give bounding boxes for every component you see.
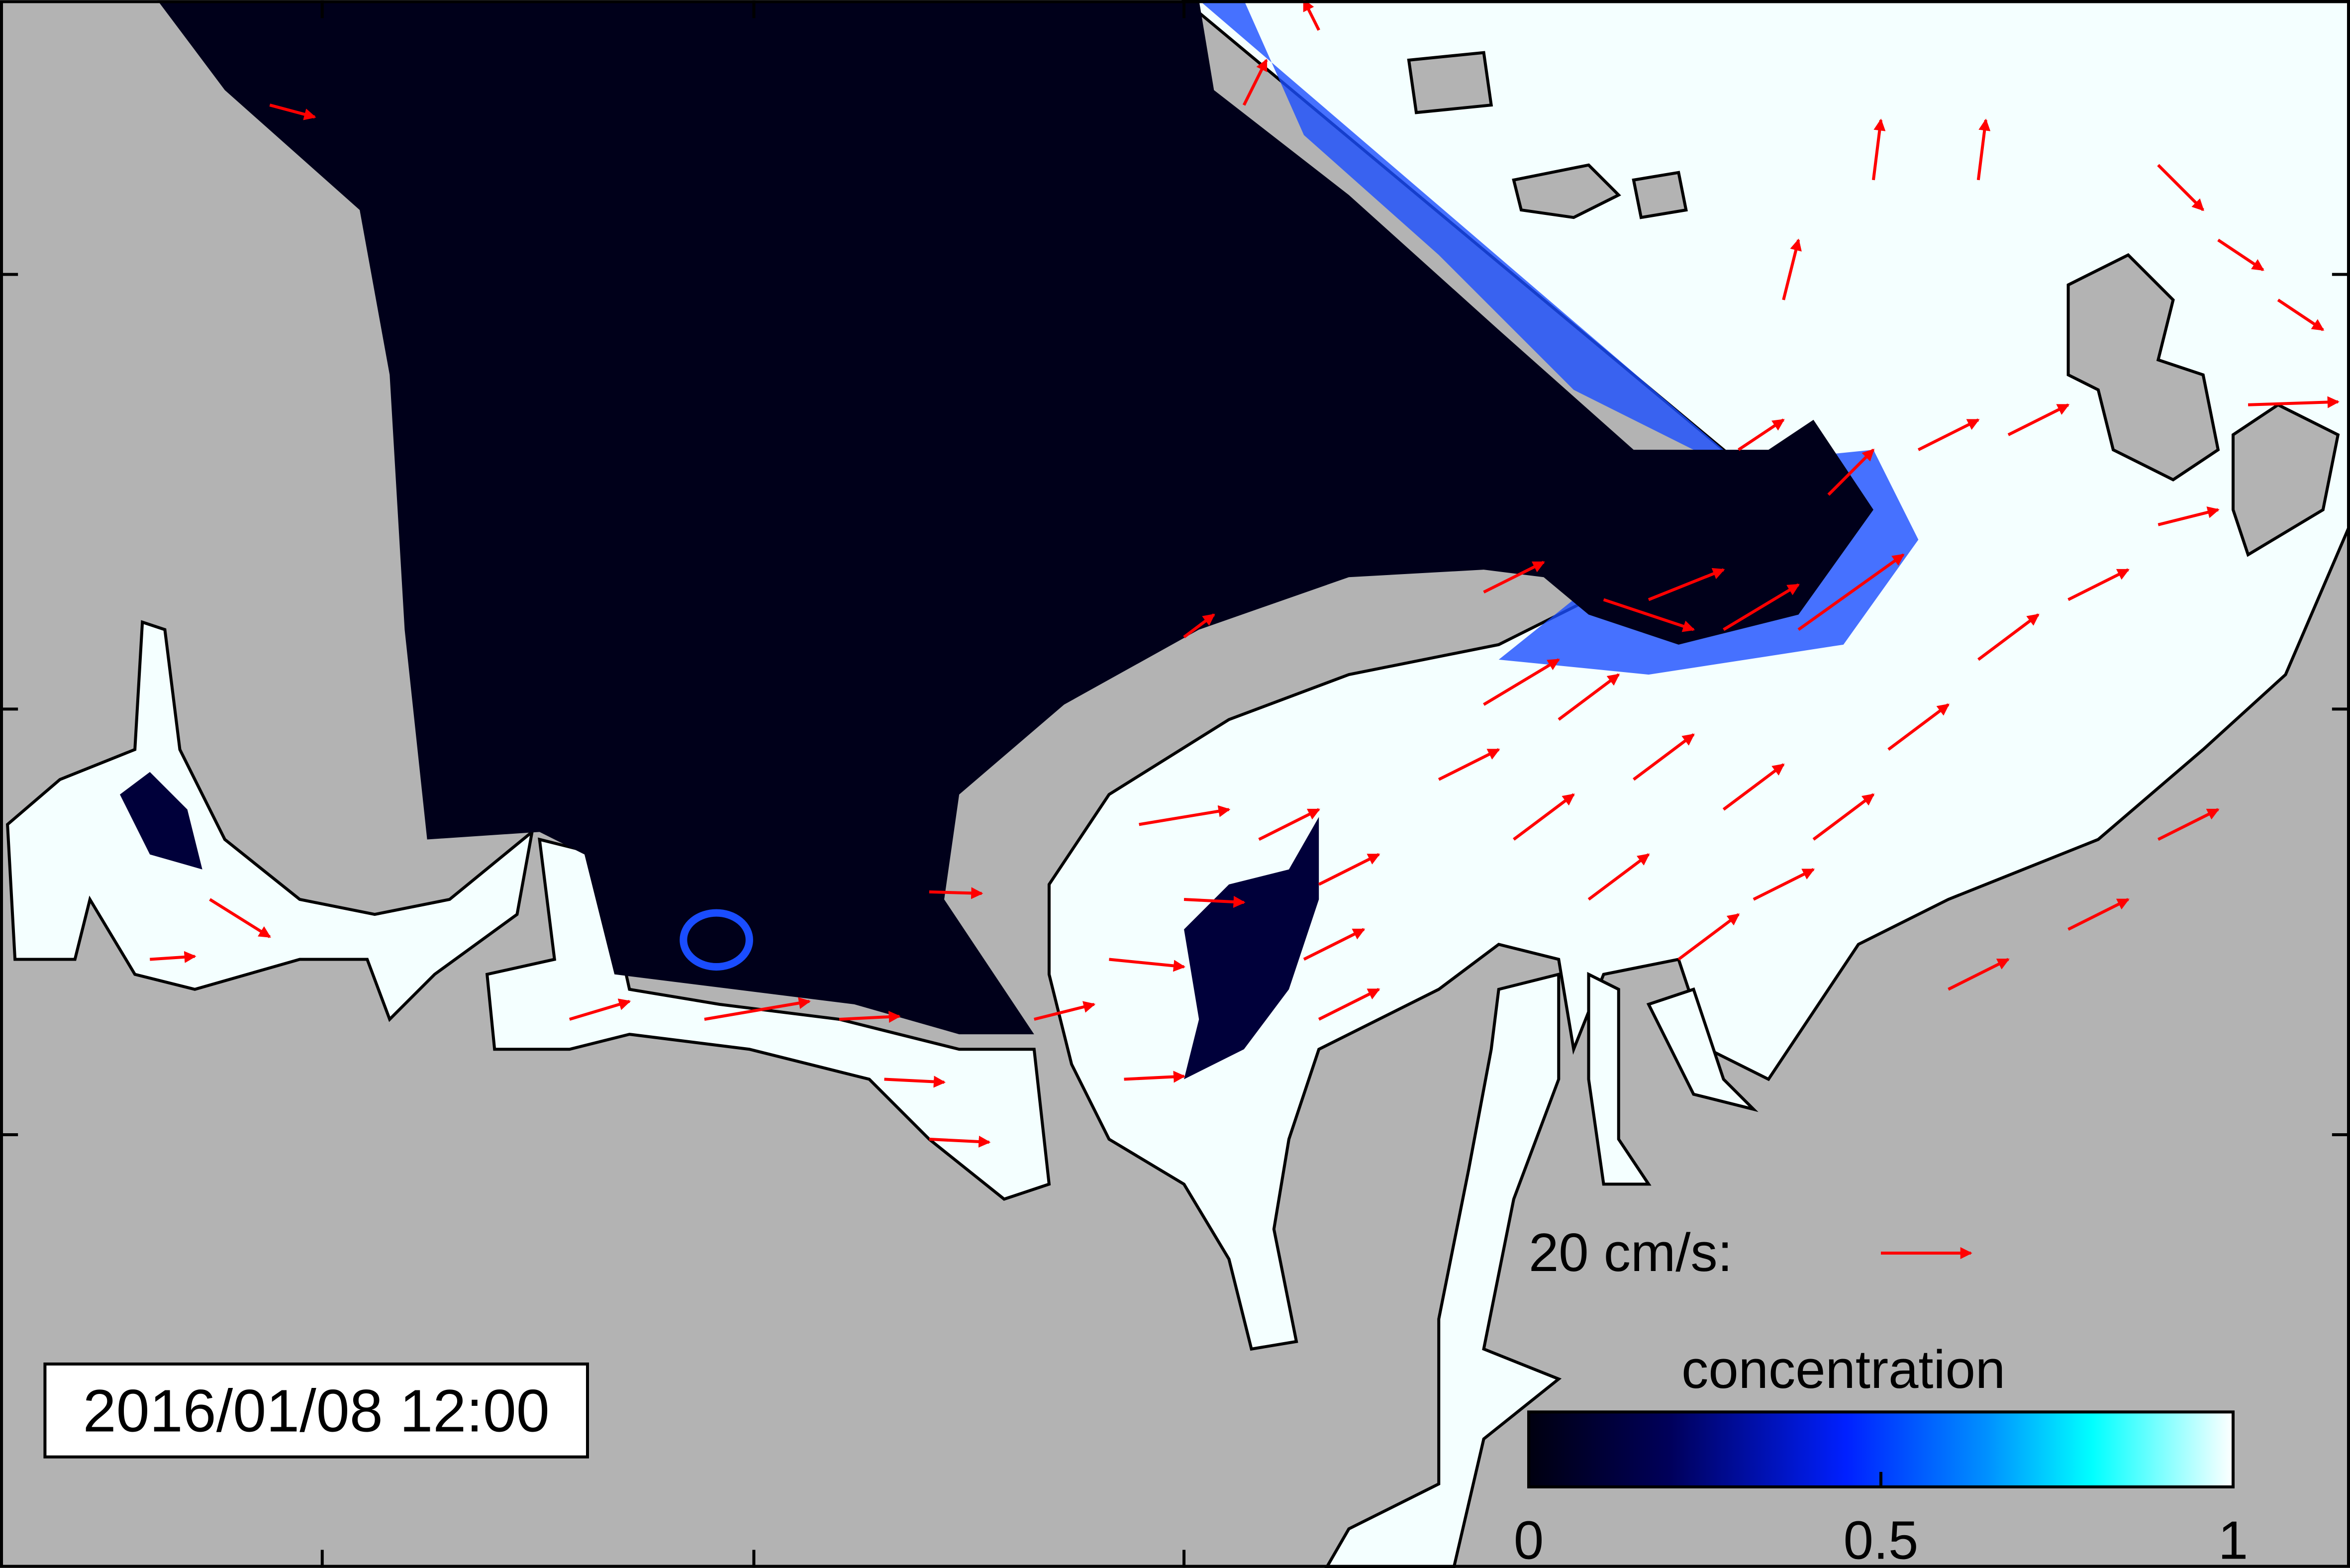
- velocity-arrow: [884, 1076, 946, 1088]
- velocity-arrow: [1587, 853, 1650, 901]
- colorbar-tick-label: 1: [2218, 1510, 2248, 1568]
- island: [1407, 51, 1688, 219]
- velocity-arrow: [1242, 59, 1268, 106]
- velocity-arrow: [2067, 568, 2130, 601]
- velocity-arrow: [1917, 418, 1980, 451]
- inlet: [1587, 972, 1759, 1186]
- velocity-arrow: [1483, 658, 1560, 706]
- velocity-arrow: [1948, 958, 2010, 991]
- velocity-arrow: [2067, 898, 2130, 931]
- velocity-arrow: [1633, 733, 1695, 781]
- colorbar-tick-label: 0: [1514, 1510, 1544, 1568]
- velocity-arrow: [1302, 0, 1320, 31]
- velocity-arrow: [1258, 808, 1320, 841]
- velocity-arrow: [1738, 418, 1785, 451]
- lake: [680, 909, 753, 971]
- vector-scale-label: 20 cm/s:: [1529, 1222, 1733, 1282]
- velocity-arrow: [1812, 793, 1875, 841]
- polynya-west: [120, 772, 202, 870]
- timestamp-box: [43, 1362, 589, 1459]
- velocity-arrow: [1483, 561, 1545, 594]
- velocity-arrow: [929, 887, 983, 899]
- velocity-arrow: [1722, 763, 1785, 811]
- velocity-arrow: [569, 998, 631, 1021]
- velocity-arrow: [1677, 913, 1740, 961]
- velocity-arrow: [1139, 805, 1231, 826]
- island: [2066, 253, 2220, 482]
- colorbar-ticks: 0 0.5 1: [1514, 1471, 2248, 1568]
- south-ice: [485, 837, 1051, 1201]
- velocity-arrow: [209, 898, 271, 938]
- open-water: [157, 0, 1873, 1035]
- velocity-arrow: [1753, 868, 1815, 901]
- velocity-arrow: [1034, 1001, 1096, 1021]
- velocity-arrow: [1513, 793, 1575, 841]
- velocity-arrow: [1124, 1071, 1186, 1083]
- velocity-arrow: [1603, 598, 1695, 632]
- velocity-arrow: [929, 1135, 991, 1148]
- velocity-arrow: [1318, 853, 1380, 886]
- velocity-arrow: [1977, 613, 2040, 661]
- velocity-arrow: [2157, 808, 2220, 841]
- velocity-arrow: [1318, 988, 1380, 1021]
- velocity-arrow: [704, 997, 811, 1021]
- velocity-arrow: [1183, 613, 1215, 639]
- velocity-arrow: [1109, 958, 1186, 972]
- velocity-arrow: [1782, 238, 1802, 300]
- velocity-arrows: [150, 0, 2340, 1148]
- velocity-arrow: [1648, 568, 1725, 601]
- velocity-arrow: [2157, 506, 2220, 526]
- velocity-arrow: [2248, 396, 2340, 408]
- velocity-arrow: [1827, 449, 1875, 496]
- velocity-arrow: [1976, 118, 1991, 181]
- velocity-arrow: [1871, 118, 1886, 181]
- west-ice: [5, 620, 534, 1022]
- colorbar-tick-label: 0.5: [1844, 1510, 1919, 1568]
- velocity-arrow: [1438, 748, 1500, 781]
- velocity-arrow: [2007, 403, 2070, 436]
- ice-area: [1047, 0, 2350, 1351]
- velocity-arrow: [150, 951, 196, 963]
- velocity-arrow: [1723, 583, 1800, 631]
- velocity-arrow: [1558, 673, 1620, 721]
- velocity-arrow: [1303, 928, 1366, 961]
- velocity-arrow: [2217, 238, 2264, 272]
- timestamp: 2016/01/08 12:00: [83, 1377, 550, 1445]
- velocity-arrow: [1797, 553, 1905, 631]
- velocity-arrow: [1887, 703, 1950, 751]
- velocity-arrow: [269, 103, 316, 120]
- velocity-arrow: [839, 1010, 901, 1023]
- velocity-arrow: [2157, 164, 2204, 211]
- polynya: [1184, 817, 1319, 1079]
- velocity-arrow: [1183, 895, 1246, 908]
- velocity-arrow: [2277, 298, 2325, 331]
- colorbar-title: concentration: [1681, 1339, 2005, 1399]
